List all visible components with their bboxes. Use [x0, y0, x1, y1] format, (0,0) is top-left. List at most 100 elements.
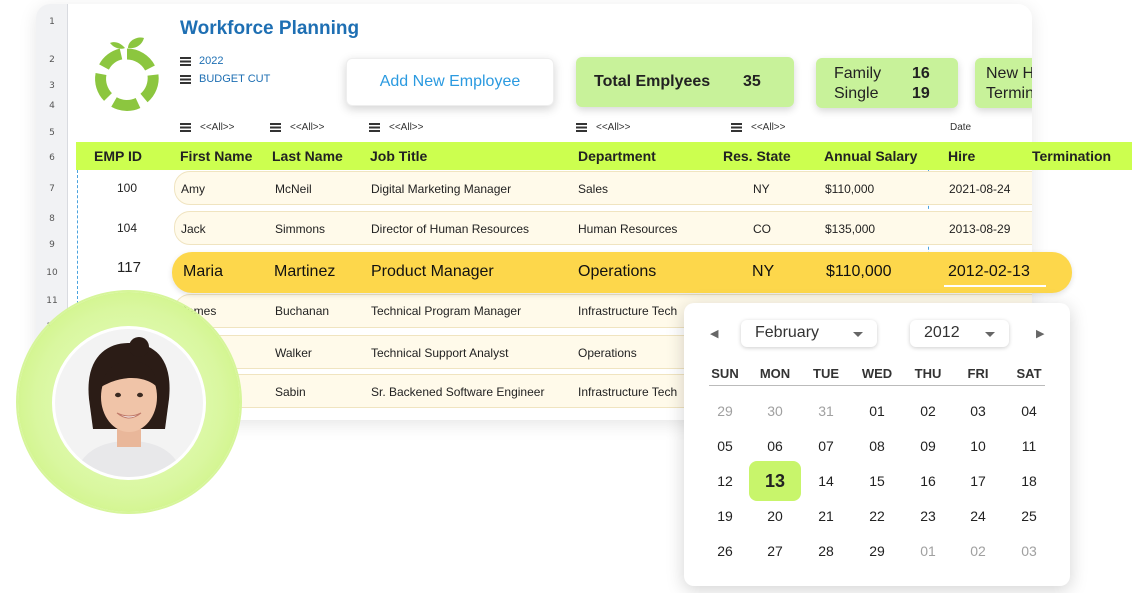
calendar-day[interactable]: 31 — [818, 403, 834, 419]
calendar-day[interactable]: 09 — [920, 438, 936, 454]
col-header-annual-salary[interactable]: Annual Salary — [824, 148, 918, 164]
col-header-first-name[interactable]: First Name — [180, 148, 253, 164]
calendar-day[interactable]: 07 — [818, 438, 834, 454]
calendar-day[interactable]: 22 — [869, 508, 885, 524]
calendar-day[interactable]: 16 — [920, 473, 936, 489]
triangle-left-icon[interactable]: ◀ — [710, 328, 719, 340]
res-state: NY — [753, 182, 770, 196]
col-header-emp-id[interactable]: EMP ID — [94, 148, 142, 164]
calendar-day[interactable]: 17 — [970, 473, 986, 489]
row-number: 1 — [49, 17, 55, 27]
hire-date: 2021-08-24 — [949, 182, 1011, 196]
calendar-day[interactable]: 02 — [970, 543, 986, 559]
last-name: Martinez — [274, 263, 336, 280]
emp-id: 104 — [117, 221, 138, 235]
filter-all-label: <<All>> — [751, 122, 786, 133]
calendar-day[interactable]: 19 — [717, 508, 733, 524]
calendar-day[interactable]: 18 — [1021, 473, 1037, 489]
filter-year[interactable]: 2022 — [180, 55, 223, 67]
list-icon — [180, 123, 191, 132]
list-icon — [180, 74, 191, 84]
first-name: Amy — [181, 182, 205, 196]
job-title: Technical Program Manager — [371, 304, 522, 318]
job-title: Sr. Backened Software Engineer — [371, 385, 545, 399]
calendar-day[interactable]: 12 — [717, 473, 733, 489]
calendar-day[interactable]: 24 — [970, 508, 986, 524]
family-single-card: Family 16 Single 19 — [816, 58, 958, 108]
calendar-day[interactable]: 26 — [717, 543, 733, 559]
weekday-label: SAT — [1016, 366, 1042, 381]
selected-table-row[interactable]: Maria Martinez Product Manager Operation… — [172, 252, 1072, 293]
avatar — [18, 292, 240, 512]
res-state: NY — [752, 263, 775, 280]
calendar-day[interactable]: 05 — [717, 438, 733, 454]
department: Operations — [578, 263, 657, 280]
col-header-res-state[interactable]: Res. State — [723, 148, 791, 164]
row-number: 4 — [49, 101, 55, 111]
column-filter-last-name[interactable]: <<All>> — [270, 122, 324, 133]
calendar-day[interactable]: 29 — [717, 403, 733, 419]
calendar-day[interactable]: 14 — [818, 473, 834, 489]
month-select[interactable]: February — [741, 320, 877, 347]
date-picker: ◀ February 2012 ▶ SUN MON TUE WED THU FRI SAT 2… — [684, 303, 1070, 586]
calendar-day[interactable]: 03 — [970, 403, 986, 419]
table-row[interactable]: Amy McNeil Digital Marketing Manager Sal… — [174, 171, 1032, 205]
calendar-day[interactable]: 23 — [920, 508, 936, 524]
calendar-day[interactable]: 29 — [869, 543, 885, 559]
filter-budget-cut[interactable]: BUDGET CUT — [180, 73, 270, 85]
emp-id: 100 — [117, 181, 138, 195]
single-label: Single — [834, 85, 879, 102]
add-new-employee-button[interactable]: Add New Employee — [346, 58, 554, 106]
col-header-last-name[interactable]: Last Name — [272, 148, 343, 164]
hire-date-input[interactable]: 2012-02-13 — [948, 263, 1030, 280]
year-select[interactable]: 2012 — [910, 320, 1009, 347]
department: Human Resources — [578, 222, 678, 236]
column-filter-job-title[interactable]: <<All>> — [369, 122, 423, 133]
month-value: February — [755, 324, 820, 341]
person-icon — [55, 329, 203, 477]
last-name: Buchanan — [275, 304, 330, 318]
col-header-termination[interactable]: Termination — [1032, 148, 1112, 164]
last-name: McNeil — [275, 182, 312, 196]
row-number: 9 — [49, 240, 55, 250]
calendar-day[interactable]: 27 — [767, 543, 783, 559]
calendar-day[interactable]: 02 — [920, 403, 936, 419]
table-header: EMP ID First Name Last Name Job Title De… — [76, 142, 1132, 170]
calendar-day[interactable]: 15 — [869, 473, 885, 489]
hires-terminated-card: New Hires1 Terminated2 — [975, 58, 1032, 108]
calendar-day[interactable]: 08 — [869, 438, 885, 454]
calendar-day[interactable]: 10 — [970, 438, 986, 454]
annual-salary: $110,000 — [825, 182, 875, 196]
col-header-department[interactable]: Department — [578, 148, 656, 164]
spreadsheet: 1 2 3 4 5 6 7 8 9 10 11 12 13 14 15 16 — [36, 4, 1032, 420]
res-state: CO — [753, 222, 771, 236]
annual-salary: $135,000 — [825, 222, 876, 236]
filter-budget-cut-label: BUDGET CUT — [199, 73, 271, 85]
calendar-day[interactable]: 25 — [1021, 508, 1037, 524]
row-number: 7 — [49, 184, 55, 194]
weekday-divider — [709, 385, 1045, 386]
col-header-hire[interactable]: Hire — [948, 148, 976, 164]
table-row[interactable]: Jack Simmons Director of Human Resources… — [174, 211, 1032, 245]
column-guide — [77, 170, 78, 420]
col-header-job-title[interactable]: Job Title — [370, 148, 428, 164]
calendar-day[interactable]: 21 — [818, 508, 834, 524]
department: Infrastructure Tech — [578, 385, 678, 399]
calendar-day[interactable]: 11 — [1021, 438, 1037, 454]
calendar-day[interactable]: 28 — [818, 543, 834, 559]
triangle-right-icon[interactable]: ▶ — [1036, 328, 1045, 340]
job-title: Director of Human Resources — [371, 222, 530, 236]
family-label: Family — [834, 65, 882, 82]
calendar-day[interactable]: 20 — [767, 508, 783, 524]
calendar-day[interactable]: 01 — [920, 543, 936, 559]
calendar-day[interactable]: 03 — [1021, 543, 1037, 559]
column-filter-res-state[interactable]: <<All>> — [731, 122, 785, 133]
calendar-day[interactable]: 04 — [1021, 403, 1037, 419]
column-filter-department[interactable]: <<All>> — [576, 122, 630, 133]
calendar-day[interactable]: 30 — [767, 403, 783, 419]
column-filter-first-name[interactable]: <<All>> — [180, 122, 234, 133]
calendar-day[interactable]: 06 — [767, 438, 783, 454]
calendar-day[interactable]: 01 — [869, 403, 885, 419]
last-name: Sabin — [275, 385, 306, 399]
calendar-day-selected[interactable]: 13 — [749, 461, 801, 501]
